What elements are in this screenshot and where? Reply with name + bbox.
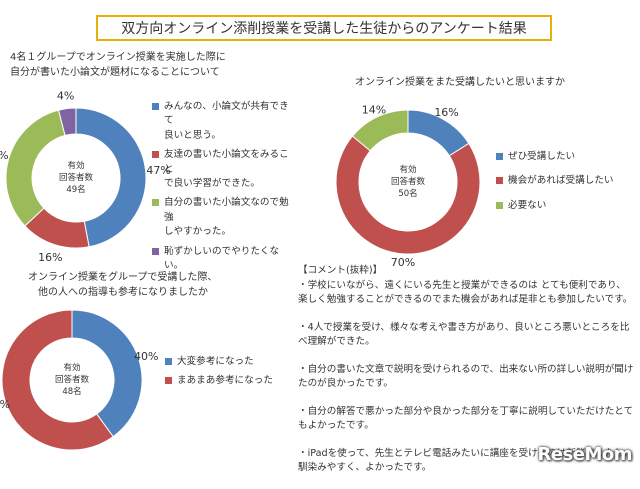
donut-slice xyxy=(71,309,143,438)
donut-slice xyxy=(335,135,481,255)
legend-item: 友達の書いた小論文をみること で良い学習ができた。 xyxy=(152,148,297,191)
comment-item: ・自分の書いた文章で説明を受けられるので、出来ない所の詳しい説明が聞けたのが良か… xyxy=(298,364,634,389)
slice-percent-label: 60% xyxy=(0,398,10,411)
chart1-question-line: 自分が書いた小論文が題材になることについて xyxy=(10,67,220,78)
legend-label: みんなの、小論文が共有できて 良いと思う。 xyxy=(164,101,289,141)
legend-label: 機会があれば受講したい xyxy=(508,175,614,187)
legend-label: 自分の書いた小論文なので勉強 しやすかった。 xyxy=(164,197,289,238)
legend-item: 機会があれば受講したい xyxy=(496,174,636,188)
donut-center-text: 49名 xyxy=(66,184,85,195)
legend-item: ぜひ受講したい xyxy=(496,150,636,164)
legend-swatch xyxy=(152,151,159,159)
comment-item: ・4人で授業を受け、様々な考えや書き方があり、良いところ悪いところを比べ理解がで… xyxy=(298,322,630,347)
chart1-legend: みんなの、小論文が共有できて 良いと思う。 友達の書いた小論文をみること で良い学… xyxy=(152,100,297,278)
donut-slice xyxy=(351,109,409,152)
donut-center-text: 回答者数 xyxy=(59,172,94,183)
donut-center-text: 50名 xyxy=(398,188,417,199)
chart1-question-line: 4名１グループでオンライン授業を実施した際に xyxy=(10,52,226,63)
slice-percent-label: 33% xyxy=(0,149,9,162)
slice-percent-label: 16% xyxy=(434,106,458,119)
slice-percent-label: 16% xyxy=(38,251,62,264)
legend-swatch xyxy=(496,177,503,185)
chart3-question: オンライン授業をグループで受講した際、 他の人への指導も参考になりましたか xyxy=(28,270,217,300)
legend-swatch xyxy=(152,199,159,207)
slice-percent-label: 70% xyxy=(391,256,415,269)
donut-slice xyxy=(5,109,66,227)
legend-label: 必要ない xyxy=(508,199,547,211)
comment-item: ・自分の解答で悪かった部分や良かった部分を丁寧に説明していただけたとてもよかった… xyxy=(298,406,634,431)
slice-percent-label: 40% xyxy=(134,350,158,363)
chart3-question-line: オンライン授業をグループで受講した際、 xyxy=(28,272,218,283)
donut-center-text: 回答者数 xyxy=(55,374,90,385)
legend-label: 友達の書いた小論文をみること で良い学習ができた。 xyxy=(164,149,289,190)
donut-center-text: 回答者数 xyxy=(391,176,426,187)
legend-swatch xyxy=(165,358,172,365)
legend-swatch xyxy=(152,247,159,255)
legend-label: ぜひ受講したい xyxy=(508,151,576,162)
legend-item: 大変参考になった xyxy=(165,355,295,369)
donut-center-text: 有効 xyxy=(67,160,84,171)
slice-percent-label: 47% xyxy=(146,164,170,177)
page-title-text: 双方向オンライン添削授業を受講した生徒からのアンケート結果 xyxy=(121,21,527,37)
comment-item: ・学校にいながら、遠くにいる先生と授業ができるのは とても便利であり、楽しく勉強… xyxy=(298,280,633,305)
slice-percent-label: 14% xyxy=(362,104,386,117)
page-title: 双方向オンライン添削授業を受講した生徒からのアンケート結果 xyxy=(96,15,552,41)
legend-item: まあまあ参考になった xyxy=(165,374,295,388)
chart3-question-line: 他の人への指導も参考になりましたか xyxy=(38,287,208,298)
chart2-question: オンライン授業をまた受講したいと思いますか xyxy=(355,75,565,90)
donut-slice xyxy=(57,107,77,136)
legend-label: 恥ずかしいのでやりたくない。 xyxy=(164,245,280,272)
slice-percent-label: 4% xyxy=(57,90,74,103)
legend-swatch xyxy=(496,153,503,160)
donut-center-text: 48名 xyxy=(62,386,81,397)
legend-swatch xyxy=(152,103,159,110)
chart1-question: 4名１グループでオンライン授業を実施した際に 自分が書いた小論文が題材になること… xyxy=(10,50,226,80)
legend-swatch xyxy=(165,377,172,385)
legend-swatch xyxy=(496,201,503,209)
legend-item: 恥ずかしいのでやりたくない。 xyxy=(152,245,297,274)
comments-heading: 【コメント(抜粋)】 xyxy=(298,265,383,276)
chart2-question-line: オンライン授業をまた受講したいと思いますか xyxy=(355,77,565,88)
legend-label: 大変参考になった xyxy=(177,356,254,367)
resemom-watermark: ReseMom xyxy=(537,444,632,465)
legend-label: まあまあ参考になった xyxy=(177,375,273,387)
legend-item: 自分の書いた小論文なので勉強 しやすかった。 xyxy=(152,196,297,239)
legend-item: みんなの、小論文が共有できて 良いと思う。 xyxy=(152,100,297,143)
donut-slice xyxy=(1,309,114,451)
legend-item: 必要ない xyxy=(496,199,636,213)
chart3-legend: 大変参考になったまあまあ参考になった xyxy=(165,355,295,394)
donut-center-text: 有効 xyxy=(63,362,80,373)
chart2-legend: ぜひ受講したい機会があれば受講したい 必要ない xyxy=(496,150,636,223)
donut-center-text: 有効 xyxy=(399,164,416,175)
donut-slice xyxy=(75,107,147,248)
